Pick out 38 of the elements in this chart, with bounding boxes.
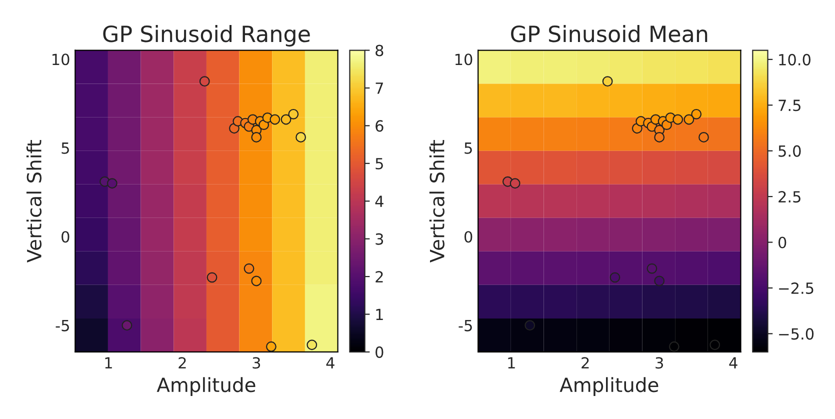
x-tick-label: 1 (105, 357, 112, 368)
x-tick-label: 1 (508, 357, 515, 368)
y-tick-label: 10 (52, 54, 70, 66)
chart-title: GP Sinusoid Mean (511, 25, 708, 42)
y-axis-title: Vertical Shift (26, 140, 42, 263)
chart-title: GP Sinusoid Range (103, 25, 310, 47)
x-tick-label: 3 (252, 357, 260, 369)
color-bar-label: 7.5 (778, 100, 800, 112)
color-bar-label: 2 (376, 271, 383, 282)
color-bar-label: −2.5 (779, 282, 814, 294)
y-tick-label: 0 (62, 231, 70, 243)
color-bar-label: 0 (376, 346, 384, 358)
color-bar-label: 2.5 (778, 191, 800, 203)
color-bar-label: 10.0 (779, 54, 810, 66)
color-bar-label: 5 (376, 158, 383, 170)
y-tick-label: 5 (62, 142, 69, 154)
color-bar-label: 3 (376, 233, 384, 245)
x-axis-title: Amplitude (156, 377, 256, 396)
x-tick-label: 2 (178, 357, 186, 368)
y-tick-label: 0 (464, 231, 472, 243)
color-bar-label: 8 (376, 44, 384, 56)
color-bar-label: 4 (375, 196, 384, 207)
color-bar-label: 7 (376, 82, 383, 94)
y-tick-label: -5 (56, 320, 69, 332)
color-bar-label: 0 (778, 236, 786, 248)
y-tick-label: -5 (458, 320, 472, 332)
color-bar-label: −5.0 (779, 328, 814, 340)
x-tick-label: 3 (656, 357, 663, 369)
x-tick-label: 4 (729, 357, 738, 368)
color-bar-label: 1 (376, 308, 383, 320)
color-bar-label: 5.0 (778, 145, 801, 157)
x-axis-title: Amplitude (560, 377, 658, 396)
y-tick-label: 10 (455, 54, 472, 66)
y-tick-label: 5 (464, 142, 472, 154)
y-axis-title: Vertical Shift (429, 140, 444, 263)
color-bar-label: 6 (376, 120, 384, 132)
x-tick-label: 2 (582, 357, 589, 368)
x-tick-label: 4 (326, 357, 334, 368)
